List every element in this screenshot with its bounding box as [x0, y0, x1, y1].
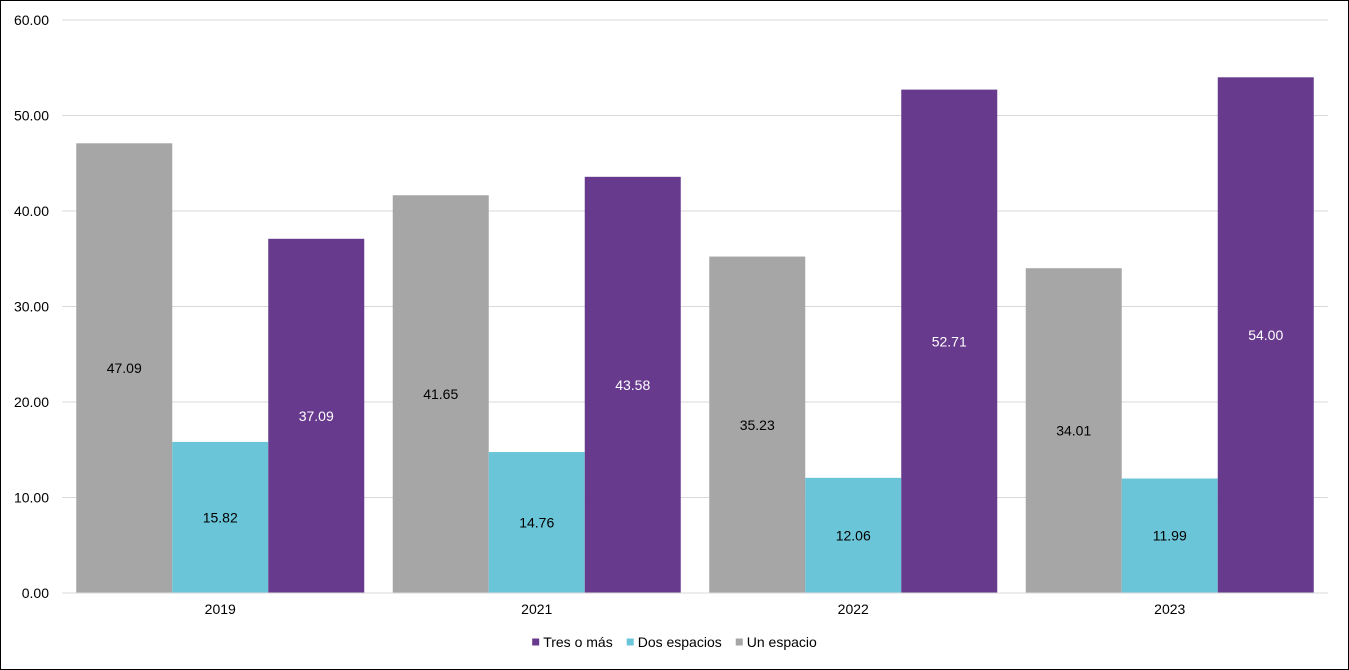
data-label: 37.09 [299, 408, 334, 424]
bar-dos-espacios-2023 [1121, 478, 1218, 593]
legend-swatch [735, 638, 743, 646]
bar-un-espacio-2023 [1025, 268, 1122, 593]
data-label: 35.23 [740, 417, 775, 433]
y-tick-label: 50.00 [14, 108, 49, 124]
data-label: 12.06 [836, 527, 871, 543]
data-label: 52.71 [932, 333, 967, 349]
data-label: 41.65 [423, 386, 458, 402]
bar-dos-espacios-2022 [805, 477, 902, 593]
gridlines [62, 19, 1328, 498]
data-label: 15.82 [203, 509, 238, 525]
data-label: 34.01 [1056, 423, 1091, 439]
bar-dos-espacios-2021 [488, 452, 585, 593]
legend-label: Tres o más [543, 634, 613, 650]
x-category-label: 2021 [521, 601, 552, 617]
y-tick-label: 30.00 [14, 299, 49, 315]
x-category-label: 2019 [205, 601, 236, 617]
data-label: 47.09 [107, 360, 142, 376]
bar-un-espacio-2022 [709, 256, 806, 593]
bar-un-espacio-2019 [76, 143, 173, 593]
bar-dos-espacios-2019 [172, 441, 269, 593]
legend-swatch [626, 638, 634, 646]
data-labels: 47.09 41.65 35.23 34.01 15.82 14.76 12.06 11.99… [107, 327, 1284, 544]
y-tick-label: 0.00 [22, 585, 49, 601]
y-tick-label: 60.00 [14, 12, 49, 28]
x-axis-categories: 2019 2021 2022 2023 [205, 601, 1186, 617]
y-tick-label: 10.00 [14, 490, 49, 506]
legend-swatch [532, 638, 540, 646]
data-label: 14.76 [519, 515, 554, 531]
x-category-label: 2023 [1154, 601, 1185, 617]
bar-tres-o-más-2023 [1217, 77, 1314, 594]
x-category-label: 2022 [838, 601, 869, 617]
bar-tres-o-más-2019 [268, 238, 365, 593]
bar-tres-o-más-2021 [584, 176, 681, 593]
legend: Tres o más Dos espacios Un espacio [532, 634, 817, 650]
bar-tres-o-más-2022 [901, 89, 998, 593]
legend-label: Un espacio [747, 634, 817, 650]
y-tick-label: 20.00 [14, 394, 49, 410]
legend-label: Dos espacios [638, 634, 722, 650]
bars [76, 77, 1314, 594]
data-label: 11.99 [1153, 528, 1187, 544]
y-axis-ticks: 0.00 10.00 20.00 30.00 40.00 50.00 60.00 [14, 12, 49, 601]
y-tick-label: 40.00 [14, 203, 49, 219]
data-label: 43.58 [615, 377, 650, 393]
bar-un-espacio-2021 [392, 195, 489, 593]
data-label: 54.00 [1248, 327, 1283, 343]
